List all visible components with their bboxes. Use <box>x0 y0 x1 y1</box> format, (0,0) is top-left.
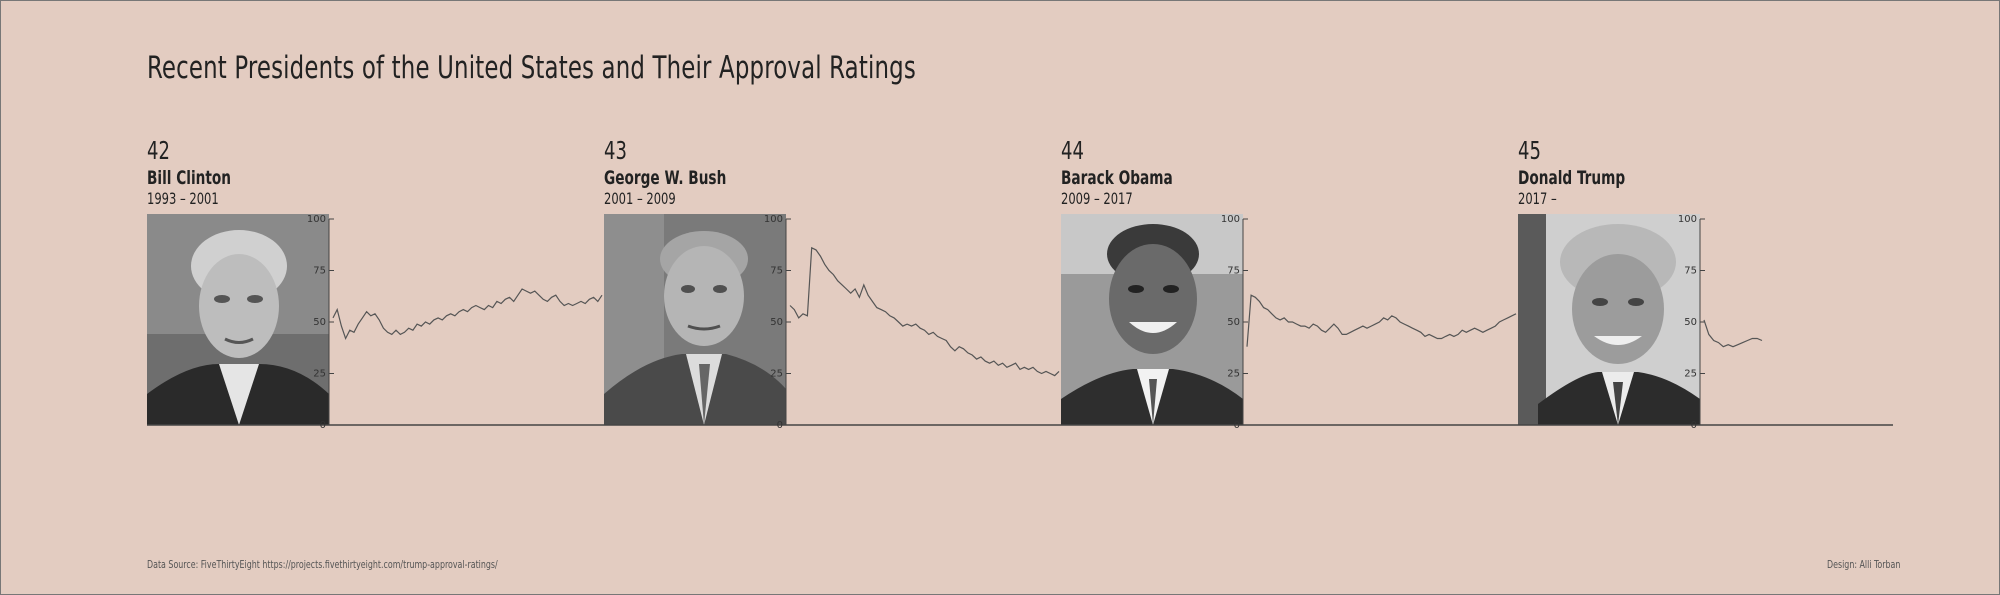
y-tick-label: 75 <box>313 266 326 277</box>
y-tick-label: 75 <box>770 266 783 277</box>
y-tick-label: 50 <box>313 317 326 328</box>
portrait-clinton <box>147 214 329 425</box>
president-number: 42 <box>147 136 170 165</box>
approval-line-3 <box>1703 319 1763 348</box>
y-tick-label: 0 <box>1691 420 1697 431</box>
y-tick-label: 25 <box>770 369 783 380</box>
president-name: Barack Obama <box>1061 167 1173 189</box>
president-term: 2017 – <box>1518 189 1557 208</box>
portrait-trump <box>1518 214 1700 425</box>
portrait-obama <box>1061 214 1243 425</box>
president-name: Donald Trump <box>1518 167 1626 189</box>
portrait-bush <box>604 214 786 425</box>
approval-line-1 <box>789 246 1060 377</box>
president-header-trump: 45 Donald Trump 2017 – <box>1518 136 1898 208</box>
president-number: 45 <box>1518 136 1541 165</box>
president-name: Bill Clinton <box>147 167 232 189</box>
data-source-note: Data Source: FiveThirtyEight https://pro… <box>147 558 498 571</box>
president-header-clinton: 42 Bill Clinton 1993 – 2001 <box>147 136 527 208</box>
y-tick-label: 25 <box>1684 369 1697 380</box>
president-term: 1993 – 2001 <box>147 189 219 208</box>
y-tick-label: 50 <box>770 317 783 328</box>
y-tick-label: 100 <box>307 214 326 225</box>
y-tick-label: 50 <box>1684 317 1697 328</box>
y-tick-label: 0 <box>320 420 326 431</box>
president-term: 2009 – 2017 <box>1061 189 1133 208</box>
approval-line-2 <box>1246 294 1517 347</box>
y-tick-label: 75 <box>1227 266 1240 277</box>
y-tick-label: 100 <box>1221 214 1240 225</box>
y-tick-label: 0 <box>1234 420 1240 431</box>
president-header-obama: 44 Barack Obama 2009 – 2017 <box>1061 136 1441 208</box>
y-tick-label: 100 <box>764 214 783 225</box>
president-name: George W. Bush <box>604 167 727 189</box>
president-header-bush: 43 George W. Bush 2001 – 2009 <box>604 136 984 208</box>
y-tick-label: 25 <box>1227 369 1240 380</box>
design-credit: Design: Alli Torban <box>1827 558 1901 571</box>
president-number: 44 <box>1061 136 1084 165</box>
president-term: 2001 – 2009 <box>604 189 676 208</box>
page-title: Recent Presidents of the United States a… <box>147 50 916 86</box>
president-number: 43 <box>604 136 627 165</box>
approval-line-0 <box>332 288 603 341</box>
y-tick-label: 50 <box>1227 317 1240 328</box>
y-tick-label: 75 <box>1684 266 1697 277</box>
y-tick-label: 25 <box>313 369 326 380</box>
y-tick-label: 0 <box>777 420 783 431</box>
y-tick-label: 100 <box>1678 214 1697 225</box>
